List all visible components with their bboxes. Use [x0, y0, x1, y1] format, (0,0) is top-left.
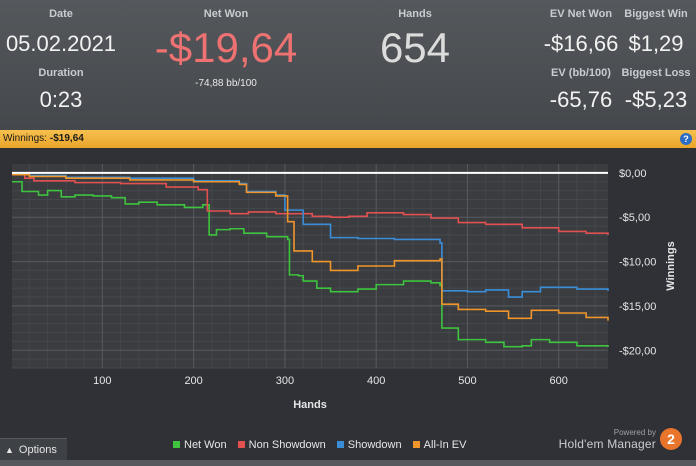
stat-hands: Hands 654 — [356, 8, 474, 72]
legend-item-all-in-ev[interactable]: All-In EV — [412, 439, 467, 451]
y-tick-label: -$15,00 — [619, 301, 656, 313]
legend-label: Net Won — [184, 439, 227, 451]
stat-ev-net-won-label: EV Net Won — [549, 8, 613, 20]
stat-biggest-loss-label: Biggest Loss — [621, 67, 691, 79]
x-tick-label: 300 — [276, 375, 294, 387]
legend-item-showdown[interactable]: Showdown — [336, 439, 402, 451]
x-axis-ticks: 100 200 300 400 500 600 — [93, 375, 568, 387]
options-label: Options — [18, 444, 57, 456]
y-tick-label: -$10,00 — [619, 257, 656, 269]
x-tick-label: 500 — [458, 375, 476, 387]
winnings-bar: Winnings: -$19,64 ? — [0, 130, 696, 148]
chart-legend: Net Won Non Showdown Showdown All-In EV — [173, 439, 474, 451]
stat-duration: Duration 0:23 — [0, 67, 122, 113]
series-line-all-in-ev — [12, 173, 609, 321]
hm2-logo: 2 — [660, 428, 682, 450]
y-tick-label: -$20,00 — [619, 345, 656, 357]
legend-label: Non Showdown — [248, 439, 326, 451]
legend-label: All-In EV — [423, 439, 467, 451]
stat-duration-value: 0:23 — [39, 87, 83, 112]
session-stats-panel: Date 05.02.2021 Duration 0:23 Net Won -$… — [0, 0, 696, 130]
stat-net-won: Net Won -$19,64 -74,88 bb/100 — [148, 8, 304, 89]
series-line-non-showdown — [12, 172, 609, 235]
winnings-chart-svg: 100 200 300 400 500 600 $0,00 -$5,00 -$10,00 -$1… — [12, 164, 677, 411]
x-tick-label: 400 — [367, 375, 385, 387]
series-line-net-won — [12, 180, 609, 348]
stat-ev-bb100-label: EV (bb/100) — [551, 67, 611, 79]
stat-duration-label: Duration — [38, 67, 84, 79]
brand-name: Hold'em Manager — [558, 437, 656, 451]
legend-swatch — [173, 441, 180, 448]
x-tick-label: 100 — [93, 375, 111, 387]
legend-swatch — [412, 441, 420, 448]
stat-biggest-win-label: Biggest Win — [624, 8, 688, 20]
stat-date-value: 05.02.2021 — [5, 31, 117, 56]
legend-swatch — [336, 441, 344, 448]
stat-ev-net-won: EV Net Won -$16,66 — [540, 8, 622, 57]
y-tick-label: -$5,00 — [619, 212, 650, 224]
stat-ev-bb100: EV (bb/100) -65,76 — [540, 67, 622, 113]
legend-item-non-showdown[interactable]: Non Showdown — [237, 439, 326, 451]
plot-background — [12, 164, 608, 368]
stat-date-label: Date — [49, 8, 73, 20]
y-tick-label: $0,00 — [619, 168, 647, 180]
stat-net-won-label: Net Won — [203, 8, 249, 20]
x-tick-label: 600 — [550, 375, 568, 387]
bottom-strip — [0, 460, 696, 466]
options-button[interactable]: ▲ Options — [0, 438, 67, 462]
stat-ev-net-won-value: -$16,66 — [543, 31, 619, 56]
stat-net-won-bb100: -74,88 bb/100 — [195, 78, 257, 89]
series-lines — [12, 171, 609, 348]
y-axis-label: Winnings — [665, 241, 677, 290]
winnings-label: Winnings: — [3, 133, 47, 144]
y-axis-ticks: $0,00 -$5,00 -$10,00 -$15,00 -$20,00 — [619, 168, 656, 357]
stat-ev-bb100-value: -65,76 — [549, 87, 613, 112]
stat-biggest-loss-value: -$5,23 — [624, 87, 688, 112]
series-line-showdown — [12, 172, 609, 298]
question-icon[interactable]: ? — [680, 133, 692, 145]
stat-net-won-value: -$19,64 — [154, 24, 298, 71]
caret-up-icon: ▲ — [5, 445, 14, 455]
legend-label: Showdown — [347, 439, 402, 451]
legend-item-net-won[interactable]: Net Won — [173, 439, 227, 451]
stat-biggest-win-value: $1,29 — [628, 31, 684, 56]
x-tick-label: 200 — [184, 375, 202, 387]
stat-hands-value: 654 — [379, 24, 451, 71]
x-axis-label: Hands — [293, 399, 327, 411]
stat-biggest-loss: Biggest Loss -$5,23 — [618, 67, 694, 113]
powered-by-text: Powered by — [613, 428, 656, 437]
stat-hands-label: Hands — [398, 8, 432, 20]
winnings-amount: -$19,64 — [49, 133, 84, 144]
winnings-graph: 100 200 300 400 500 600 $0,00 -$5,00 -$10,00 -$1… — [0, 148, 696, 436]
legend-swatch — [237, 441, 245, 448]
stat-date: Date 05.02.2021 — [0, 8, 122, 57]
stat-biggest-win: Biggest Win $1,29 — [620, 8, 692, 57]
